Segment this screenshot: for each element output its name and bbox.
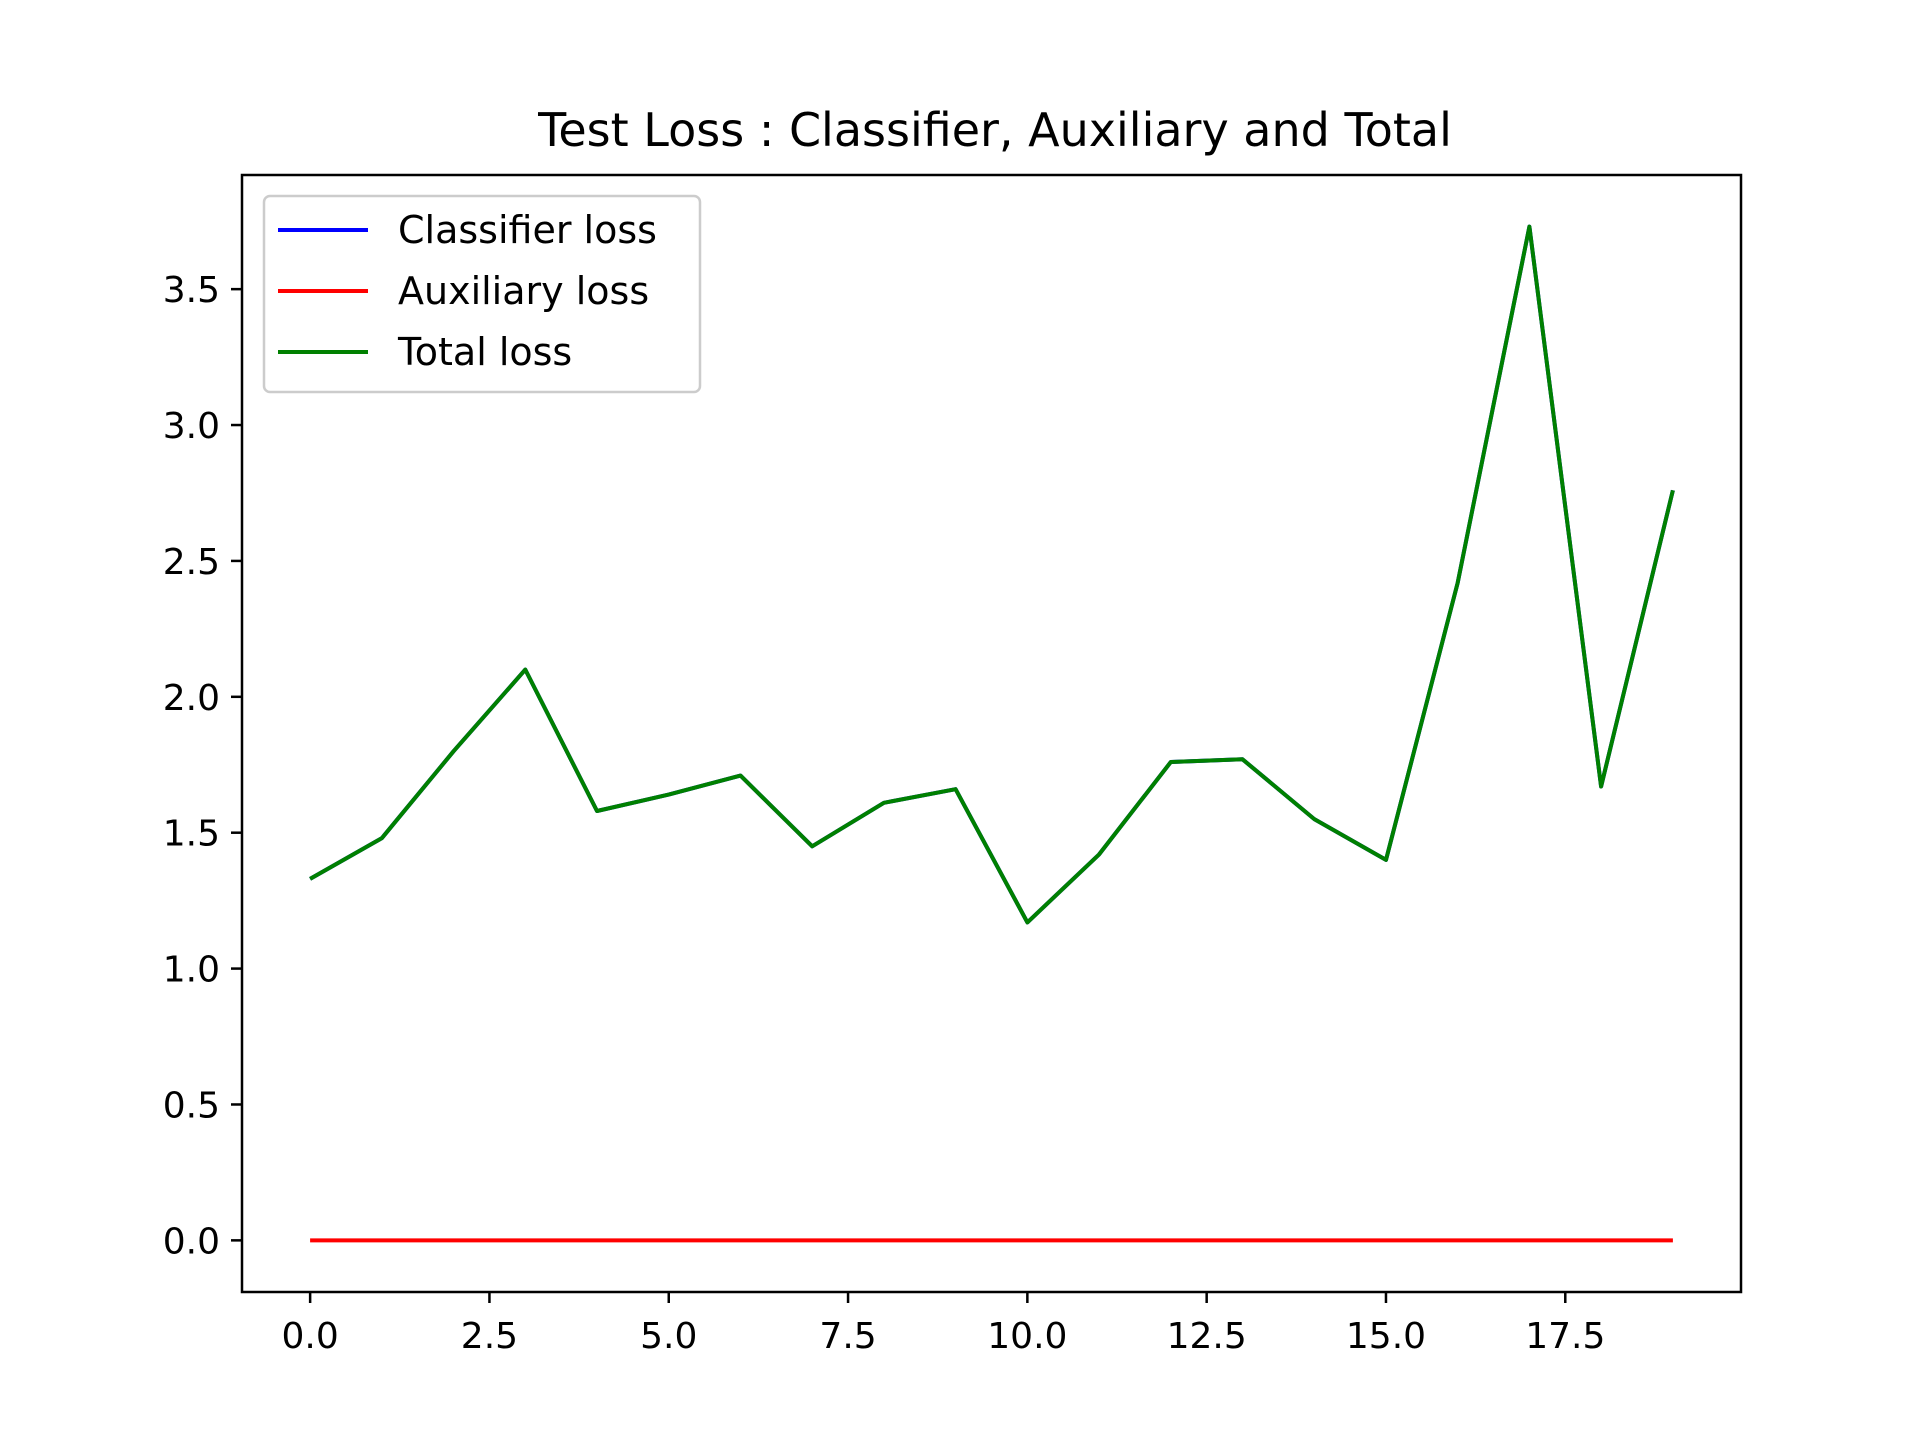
x-tick-label: 5.0	[640, 1316, 697, 1357]
legend-label-1: Auxiliary loss	[398, 269, 649, 313]
y-tick-label: 0.0	[163, 1221, 220, 1262]
y-tick-label: 1.5	[163, 814, 220, 855]
chart-title: Test Loss : Classifier, Auxiliary and To…	[537, 103, 1452, 157]
y-tick-label: 3.0	[163, 406, 220, 447]
y-tick-label: 0.5	[163, 1085, 220, 1126]
series-layer	[309, 224, 1675, 1243]
y-axis: 0.0 0.5 1.0 1.5 2.0 2.5 3.0 3.5	[163, 270, 242, 1262]
x-axis: 0.0 2.5 5.0 7.5 10.0 12.5 15.0 17.5	[282, 1292, 1605, 1357]
y-tick-label: 1.0	[163, 950, 220, 991]
legend-label-2: Total loss	[397, 330, 572, 374]
y-tick-label: 2.5	[163, 542, 220, 583]
legend: Classifier loss Auxiliary loss Total loss	[262, 194, 702, 394]
legend-label-0: Classifier loss	[398, 208, 657, 252]
x-tick-label: 10.0	[987, 1316, 1067, 1357]
y-tick-label: 2.0	[163, 678, 220, 719]
x-tick-label: 15.0	[1346, 1316, 1426, 1357]
x-tick-label: 0.0	[282, 1316, 339, 1357]
x-tick-label: 12.5	[1167, 1316, 1247, 1357]
axes-frame	[240, 173, 1743, 1294]
y-tick-label: 3.5	[163, 270, 220, 311]
x-tick-label: 7.5	[819, 1316, 876, 1357]
x-tick-label: 2.5	[461, 1316, 518, 1357]
legend-box	[262, 194, 702, 394]
plot-area: 0.0 2.5 5.0 7.5 10.0 12.5 15.0 17.5 0.0 0.5 1.0 1.…	[163, 173, 1743, 1357]
series-line-2	[309, 224, 1675, 925]
x-tick-label: 17.5	[1525, 1316, 1605, 1357]
